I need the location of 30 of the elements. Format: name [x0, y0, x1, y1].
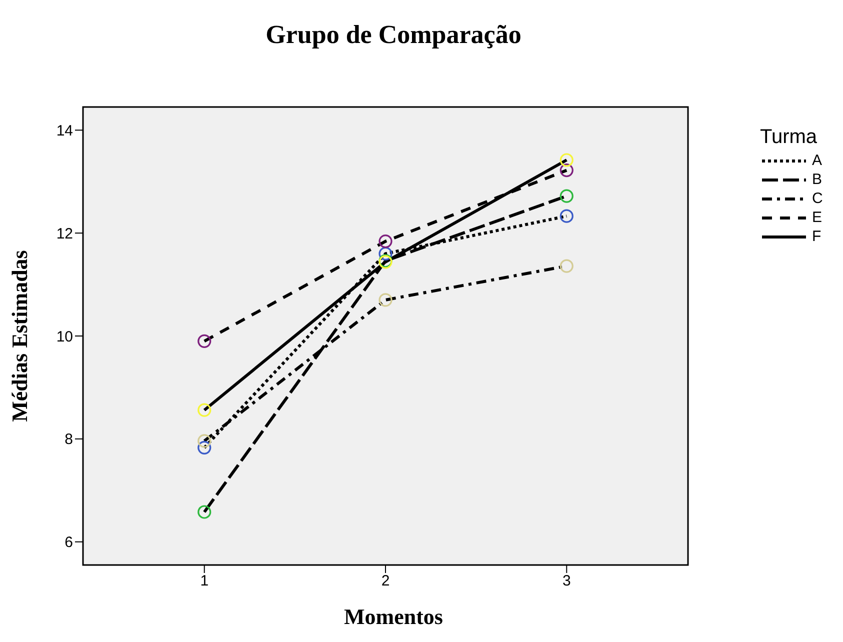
legend-label: E [812, 209, 822, 226]
point [198, 440, 212, 454]
point [378, 234, 392, 248]
y-tick-label: 8 [64, 431, 73, 448]
x-tick-label: 1 [200, 572, 209, 590]
x-axis-title: Momentos [343, 604, 444, 630]
y-tick-label: 10 [56, 328, 73, 346]
point [198, 334, 212, 348]
point [560, 189, 574, 203]
y-tick-label: 6 [64, 534, 73, 552]
point [198, 403, 212, 417]
legend-label: B [812, 171, 822, 188]
point [560, 153, 574, 167]
legend-label: C [812, 190, 823, 207]
x-tick-label: 2 [381, 572, 390, 590]
point [378, 293, 392, 307]
legend-label: A [812, 152, 822, 169]
y-tick-label: 12 [56, 225, 73, 242]
x-tick-label: 3 [562, 572, 571, 590]
point [560, 163, 574, 178]
y-tick-label: 14 [56, 122, 73, 140]
point [198, 505, 212, 519]
legend-label: F [812, 228, 822, 245]
point [560, 259, 574, 273]
legend-title: Turma [760, 126, 818, 149]
point [378, 246, 392, 260]
chart-title: Grupo de Comparação [264, 20, 522, 50]
point [560, 209, 574, 223]
y-axis-title: Médias Estimadas [7, 250, 33, 422]
point [198, 434, 212, 448]
